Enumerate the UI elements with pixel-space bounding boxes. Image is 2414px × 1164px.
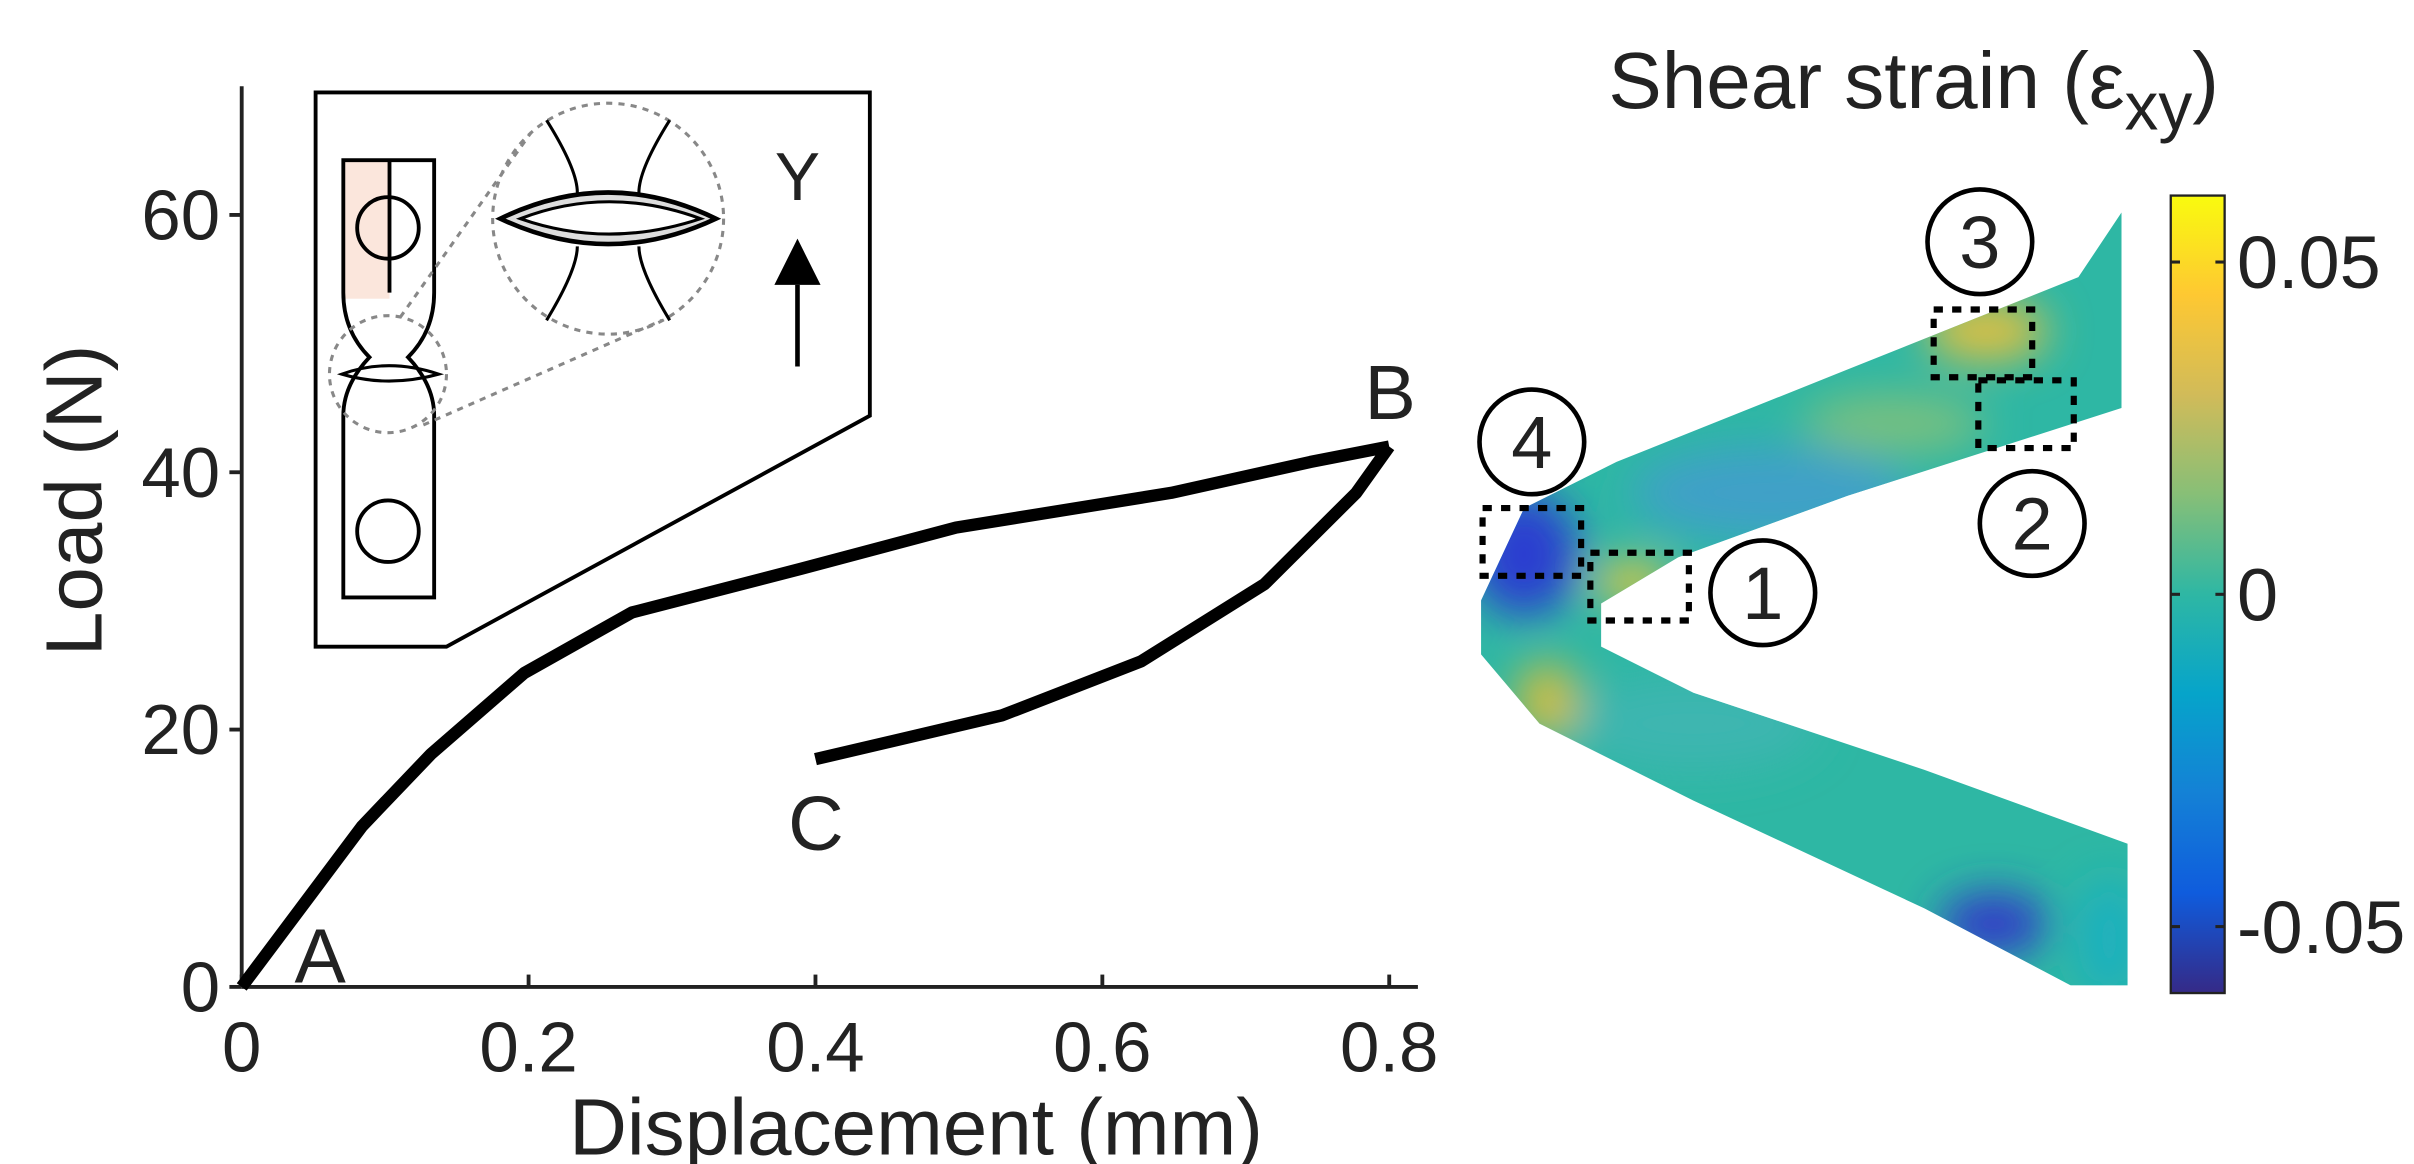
y-axis-label: Load (N)	[30, 345, 119, 656]
point-label: C	[788, 781, 844, 867]
y-tick-label: 60	[141, 177, 220, 256]
region-label: 1	[1742, 552, 1783, 635]
y-tick-label: 20	[141, 691, 220, 770]
title-part: xy	[2125, 69, 2193, 144]
point-label: A	[295, 913, 347, 999]
x-tick-label: 0.8	[1340, 1009, 1438, 1088]
x-tick-label: 0.6	[1053, 1009, 1151, 1088]
region-label: 3	[1959, 201, 2000, 284]
region-label: 4	[1511, 401, 1552, 484]
strain-map	[1463, 200, 2140, 1001]
colorbar-tick-label: 0.05	[2237, 221, 2381, 304]
x-tick-label: 0	[222, 1009, 261, 1088]
figure: Y 020406000.20.40.60.8Displacement (mm)L…	[0, 0, 2414, 1164]
x-axis-label: Displacement (mm)	[569, 1083, 1263, 1164]
colorbar-tick-label: -0.05	[2237, 886, 2405, 969]
colormap-title: Shear strain (εxy)	[1608, 36, 2219, 145]
y-tick-label: 40	[141, 434, 220, 513]
colorbar-tick-label: 0	[2237, 553, 2278, 636]
inset-label: Y	[775, 140, 820, 215]
title-part: Shear strain (ε	[1608, 36, 2124, 125]
y-tick-label: 0	[181, 949, 220, 1028]
title-part: )	[2192, 36, 2219, 125]
x-tick-label: 0.4	[766, 1009, 864, 1088]
region-label: 2	[2012, 483, 2053, 566]
load-curve	[815, 447, 1389, 760]
load-curve	[242, 447, 1390, 987]
point-label: B	[1365, 350, 1416, 436]
x-tick-label: 0.2	[479, 1009, 577, 1088]
